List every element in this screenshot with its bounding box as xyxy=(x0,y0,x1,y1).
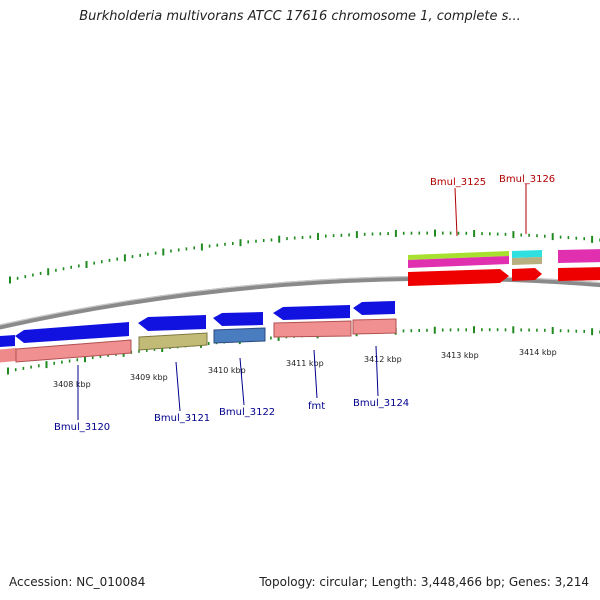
leader-line xyxy=(175,361,181,412)
gene-block[interactable] xyxy=(15,339,132,363)
gene-arrow[interactable] xyxy=(0,335,15,347)
page-title: Burkholderia multivorans ATCC 17616 chro… xyxy=(79,9,521,24)
gene-arrow[interactable] xyxy=(353,301,395,315)
gene-label[interactable]: fmt xyxy=(308,401,325,412)
gene-labels: Bmul_3120 Bmul_3121 Bmul_3122 fmt Bmul_3… xyxy=(54,174,555,433)
chromosome-backbone xyxy=(0,275,600,330)
gene-label[interactable]: Bmul_3125 xyxy=(430,177,486,188)
coordinate-label: 3414 kbp xyxy=(519,348,557,357)
gene-arrow[interactable] xyxy=(15,322,129,343)
genome-summary-text: Topology: circular; Length: 3,448,466 bp… xyxy=(259,575,589,589)
gene-block[interactable] xyxy=(408,256,509,268)
coordinate-label: 3413 kbp xyxy=(441,351,479,360)
gene-block[interactable] xyxy=(512,250,542,258)
gene-label[interactable]: Bmul_3122 xyxy=(219,407,275,418)
gene-block[interactable] xyxy=(213,327,266,344)
gene-block[interactable] xyxy=(273,320,352,338)
gene-arrow[interactable] xyxy=(408,269,509,286)
forward-strand-genes xyxy=(408,267,600,286)
reverse-function-blocks xyxy=(0,318,397,363)
reverse-strand-genes xyxy=(0,301,395,347)
coordinate-labels: 3408 kbp 3409 kbp 3410 kbp 3411 kbp 3412… xyxy=(53,348,557,389)
gene-block[interactable] xyxy=(138,332,208,351)
forward-function-blocks xyxy=(408,249,600,268)
accession-text: Accession: NC_010084 xyxy=(9,575,146,589)
gene-block[interactable] xyxy=(352,318,397,335)
gene-block[interactable] xyxy=(0,348,16,363)
gene-arrow[interactable] xyxy=(138,315,206,331)
gene-label[interactable]: Bmul_3124 xyxy=(353,398,409,409)
coordinate-label: 3412 kbp xyxy=(364,355,402,364)
coordinate-label: 3410 kbp xyxy=(208,366,246,375)
gene-arrow[interactable] xyxy=(273,305,350,320)
tick-track-outer xyxy=(9,229,600,284)
gene-block[interactable] xyxy=(512,257,542,265)
coordinate-label: 3411 kbp xyxy=(286,359,324,368)
leader-line xyxy=(313,349,318,399)
gene-block[interactable] xyxy=(558,249,600,263)
coordinate-label: 3408 kbp xyxy=(53,380,91,389)
leader-line xyxy=(375,345,379,397)
leader-line xyxy=(239,357,245,406)
gene-label[interactable]: Bmul_3120 xyxy=(54,422,110,433)
gene-block[interactable] xyxy=(408,251,509,260)
gene-arrow[interactable] xyxy=(512,268,542,281)
gene-label[interactable]: Bmul_3126 xyxy=(499,174,555,185)
leader-line xyxy=(454,187,458,237)
gene-arrow[interactable] xyxy=(213,312,263,326)
coordinate-label: 3409 kbp xyxy=(130,373,168,382)
gene-arrow[interactable] xyxy=(558,267,600,281)
gene-label[interactable]: Bmul_3121 xyxy=(154,413,210,424)
gene-leader-lines xyxy=(77,184,527,420)
